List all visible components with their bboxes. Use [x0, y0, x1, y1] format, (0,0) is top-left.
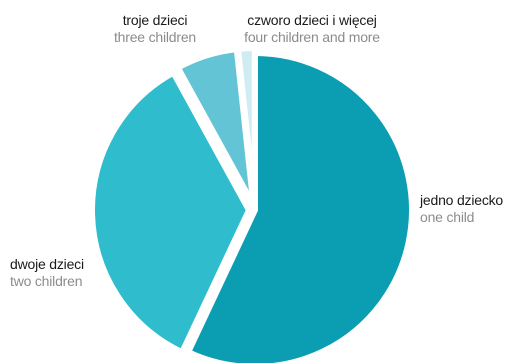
slice-two-children [89, 69, 253, 356]
label-one-child: jedno dziecko one child [420, 192, 503, 226]
label-four-children-en: four children and more [244, 29, 380, 45]
label-two-children-en: two children [10, 273, 83, 289]
label-four-children-pl: czworo dzieci i więcej [247, 12, 377, 28]
label-one-child-pl: jedno dziecko [420, 192, 504, 208]
label-three-children-pl: troje dzieci [122, 12, 188, 28]
label-three-children: troje dzieci three children [100, 12, 210, 46]
label-two-children-pl: dwoje dzieci [10, 256, 84, 272]
slice-four-children [234, 45, 258, 209]
label-four-children: czworo dzieci i więcej four children and… [222, 12, 402, 46]
slice-one-child [185, 50, 415, 363]
label-one-child-en: one child [420, 209, 475, 225]
label-three-children-en: three children [113, 29, 197, 45]
label-two-children: dwoje dzieci two children [10, 256, 84, 290]
